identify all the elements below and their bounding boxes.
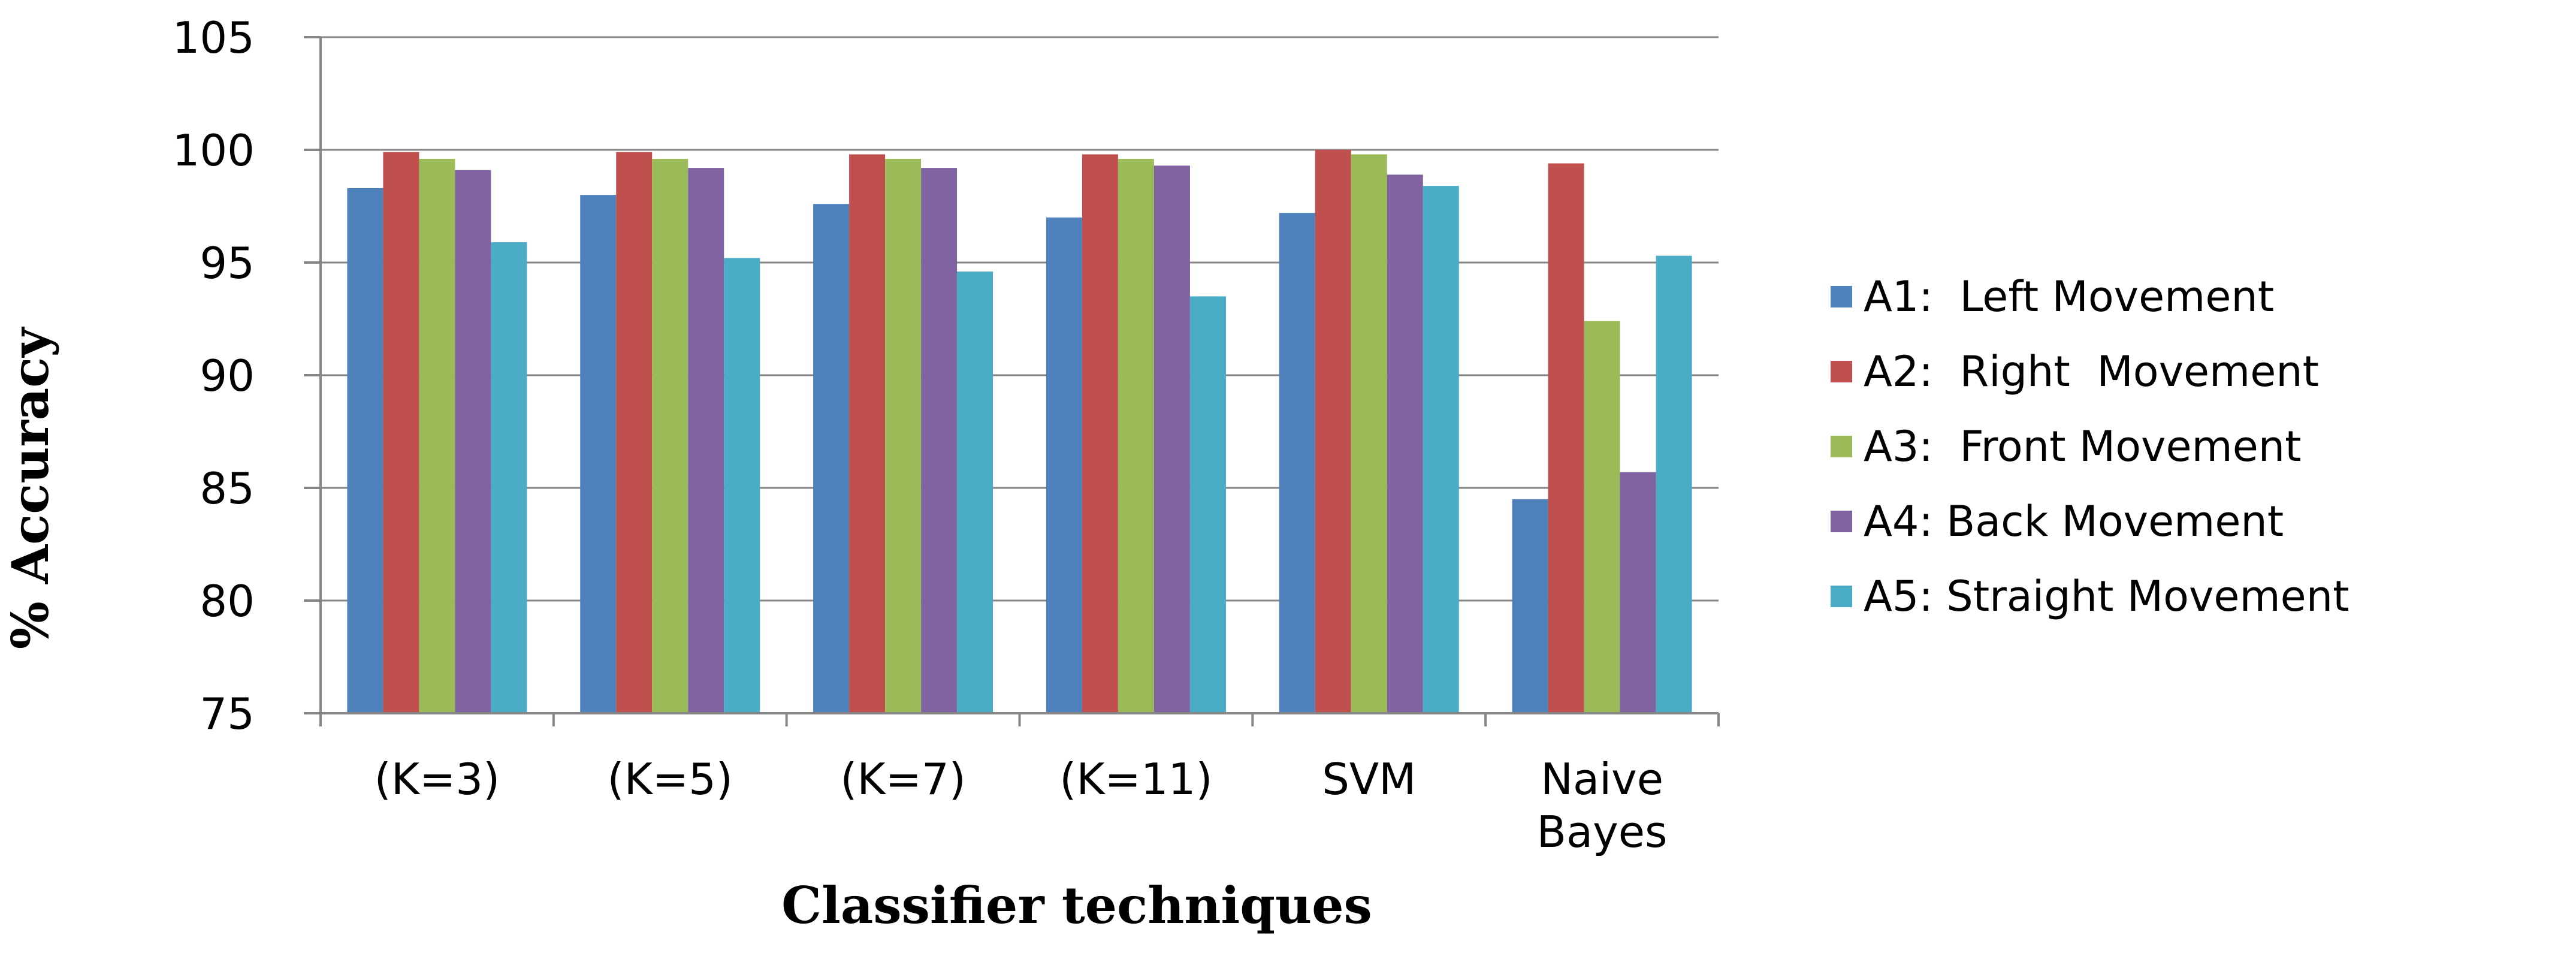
bar [383,152,419,713]
bar [813,204,850,713]
y-tick-label: 85 [200,463,255,514]
bar [1189,296,1226,713]
legend-label: A2: Right Movement [1864,347,2319,396]
bar [1423,186,1459,713]
legend-swatch [1831,436,1852,457]
bar [1315,150,1351,713]
y-tick-labels: 75 80 85 90 95 100 105 [173,13,321,739]
x-tick-labels: (K=3) (K=5) (K=7) (K=11) SVM Naive Bayes [375,754,1668,857]
bar [652,159,688,713]
x-tick-label: Naive Bayes [1537,754,1668,857]
y-tick-label: 90 [200,351,255,401]
bar [1279,213,1315,713]
bar [419,159,455,713]
legend-label: A1: Left Movement [1864,272,2274,321]
bar [1351,154,1387,713]
bars [347,150,1692,714]
x-tick-label: (K=5) [607,754,733,804]
bar [455,170,491,714]
y-tick-label: 100 [173,125,255,176]
bar [1082,154,1118,713]
bar [1512,499,1548,713]
bar [957,272,993,713]
bar [885,159,922,713]
legend-label: A3: Front Movement [1864,422,2302,471]
bar [1046,217,1082,713]
y-tick-label: 105 [173,13,255,63]
legend-swatch [1831,361,1852,382]
bar [491,242,527,713]
bar [921,168,958,714]
legend-label: A5: Straight Movement [1864,572,2349,621]
legend-label: A4: Back Movement [1864,497,2284,546]
legend-swatch [1831,511,1852,532]
x-tick-label: SVM [1322,754,1416,804]
y-tick-label: 75 [200,689,255,739]
x-tick-label: (K=7) [840,754,966,804]
bar [1387,174,1423,713]
bar [347,188,383,713]
bar [616,152,653,713]
x-tick-label: (K=11) [1059,754,1212,804]
x-tick-label: (K=3) [375,754,500,804]
legend-swatch [1831,286,1852,307]
bar [1153,165,1190,713]
bar [1118,159,1154,713]
bar [580,195,617,713]
bar [688,168,724,714]
bar [1656,255,1692,714]
gridlines [321,36,1719,602]
legend: A1: Left Movement A2: Right Movement A3: F… [1831,272,2349,621]
legend-swatch [1831,586,1852,607]
x-axis-label: Classifier techniques [781,876,1372,935]
bar [1548,163,1584,713]
y-tick-label: 80 [200,576,255,626]
bar [849,154,886,713]
y-tick-label: 95 [200,238,255,288]
bar [1584,321,1620,713]
y-axis-label: % Accuracy [1,327,60,649]
bar [724,258,760,714]
bar [1620,472,1656,713]
